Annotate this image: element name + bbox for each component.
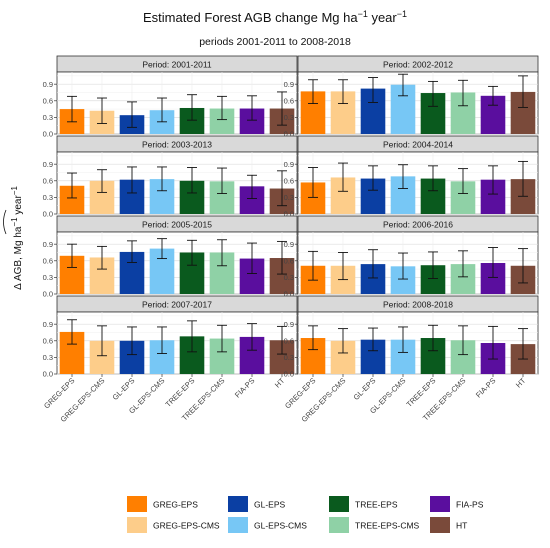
x-tick-label: HT — [514, 376, 528, 390]
legend-label: FIA-PS — [456, 500, 484, 510]
x-tick-label: FIA-PS — [233, 376, 256, 399]
ylabel-hat — [3, 209, 7, 235]
y-tick-label: 0.0 — [43, 130, 53, 139]
facet-panel: Period: 2003-2013 0.0 0.3 0.6 0.9 — [43, 135, 298, 219]
legend-item: HT — [430, 517, 467, 533]
legend: GREG-EPS GL-EPS TREE-EPS FIA-PS GREG-EPS-CMS… — [127, 496, 484, 533]
y-tick-label: 0.0 — [43, 290, 53, 299]
facet-strip-label: Period: 2002-2012 — [383, 60, 453, 70]
title-suffix: year — [368, 10, 398, 25]
facet-strip-label: Period: 2006-2016 — [383, 220, 453, 230]
y-tick-label: 0.9 — [43, 160, 53, 169]
x-tick-label: GL-EPS — [111, 376, 137, 402]
facet-panel: Period: 2001-2011 0.0 0.3 0.6 0.9 — [43, 55, 298, 139]
legend-swatch — [430, 496, 450, 512]
y-tick-label: 0.6 — [43, 256, 53, 265]
y-tick-label: 0.0 — [284, 130, 294, 139]
legend-swatch — [127, 517, 147, 533]
ylabel-main: Δ AGB, Mg ha — [13, 226, 24, 290]
y-tick-label: 0.9 — [43, 240, 53, 249]
legend-label: GL-EPS-CMS — [254, 521, 307, 531]
legend-item: GL-EPS — [228, 496, 286, 512]
legend-swatch — [127, 496, 147, 512]
x-tick-label: GL-EPS — [352, 376, 378, 402]
facet-panel: Period: 2004-2014 0.0 0.3 0.6 0.9 — [284, 135, 539, 219]
y-tick-label: 0.9 — [284, 80, 294, 89]
y-tick-label: 0.3 — [284, 353, 294, 362]
y-tick-label: 0.9 — [284, 160, 294, 169]
legend-swatch — [329, 517, 349, 533]
facet-panel: Period: 2008-20180.00.30.60.9GREG-EPSGRE… — [283, 295, 539, 424]
legend-item: GL-EPS-CMS — [228, 517, 307, 533]
y-tick-label: 0.6 — [284, 96, 294, 105]
legend-item: TREE-EPS-CMS — [329, 517, 420, 533]
legend-label: TREE-EPS-CMS — [355, 521, 420, 531]
y-tick-label: 0.6 — [284, 256, 294, 265]
facet-panel: Period: 2002-2012 0.0 0.3 0.6 0.9 — [284, 55, 539, 139]
facet-strip-label: Period: 2005-2015 — [142, 220, 212, 230]
y-tick-label: 0.3 — [43, 273, 53, 282]
chart-subtitle: periods 2001-2011 to 2008-2018 — [199, 36, 351, 48]
title-main: Estimated Forest AGB change Mg ha — [143, 10, 358, 25]
facet-strip-label: Period: 2007-2017 — [142, 300, 212, 310]
y-tick-label: 0.6 — [43, 336, 53, 345]
facet-strip-label: Period: 2003-2013 — [142, 140, 212, 150]
y-tick-label: 0.9 — [284, 320, 294, 329]
y-tick-label: 0.6 — [284, 336, 294, 345]
ylabel-sup-1: −1 — [10, 217, 19, 227]
ylabel-sup-2: −1 — [10, 186, 19, 196]
legend-label: GREG-EPS — [153, 500, 198, 510]
y-tick-label: 0.3 — [284, 193, 294, 202]
legend-swatch — [228, 496, 248, 512]
facet-panel: Period: 2005-2015 0.0 0.3 0.6 0.9 — [43, 215, 298, 299]
title-sup-2: −1 — [397, 9, 407, 19]
legend-swatch — [228, 517, 248, 533]
y-tick-label: 0.9 — [43, 80, 53, 89]
legend-item: GREG-EPS — [127, 496, 198, 512]
y-tick-label: 0.0 — [43, 210, 53, 219]
y-tick-label: 0.9 — [284, 240, 294, 249]
y-tick-label: 0.6 — [43, 96, 53, 105]
legend-swatch — [329, 496, 349, 512]
y-tick-label: 0.3 — [284, 113, 294, 122]
facet-strip-label: Period: 2001-2011 — [142, 60, 212, 70]
legend-item: TREE-EPS — [329, 496, 398, 512]
y-tick-label: 0.6 — [43, 176, 53, 185]
chart-title: Estimated Forest AGB change Mg ha−1 year… — [143, 9, 407, 25]
title-sup-1: −1 — [358, 9, 368, 19]
legend-item: GREG-EPS-CMS — [127, 517, 220, 533]
y-tick-label: 0.3 — [43, 113, 53, 122]
y-tick-label: 0.0 — [284, 290, 294, 299]
facet-strip-label: Period: 2008-2018 — [383, 300, 453, 310]
y-axis-title: Δ AGB, Mg ha−1 year−1 — [10, 186, 24, 290]
y-tick-label: 0.3 — [43, 193, 53, 202]
x-tick-label: FIA-PS — [474, 376, 497, 399]
ylabel-mid: year — [13, 195, 24, 218]
legend-label: GREG-EPS-CMS — [153, 521, 220, 531]
y-tick-label: 0.0 — [284, 370, 294, 379]
facet-strip-label: Period: 2004-2014 — [383, 140, 453, 150]
legend-label: HT — [456, 521, 467, 531]
y-axis-label: Δ AGB, Mg ha−1 year−1 — [3, 186, 24, 290]
y-tick-label: 0.0 — [284, 210, 294, 219]
legend-swatch — [430, 517, 450, 533]
y-tick-label: 0.9 — [43, 320, 53, 329]
legend-label: TREE-EPS — [355, 500, 398, 510]
facet-panel: Period: 2007-20170.00.30.60.9GREG-EPSGRE… — [42, 295, 298, 424]
legend-label: GL-EPS — [254, 500, 286, 510]
legend-item: FIA-PS — [430, 496, 484, 512]
y-tick-label: 0.6 — [284, 176, 294, 185]
y-tick-label: 0.3 — [43, 353, 53, 362]
y-tick-label: 0.3 — [284, 273, 294, 282]
y-tick-label: 0.0 — [43, 370, 53, 379]
facet-panel: Period: 2006-2016 0.0 0.3 0.6 0.9 — [284, 215, 539, 299]
